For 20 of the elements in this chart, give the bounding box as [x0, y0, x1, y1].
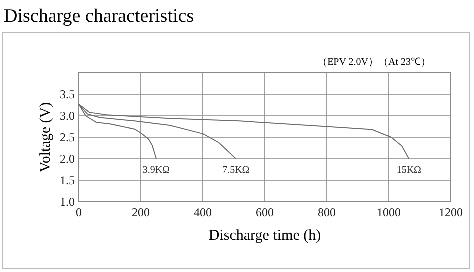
- x-tick-label: 200: [132, 206, 150, 220]
- x-tick-label: 0: [76, 206, 82, 220]
- y-axis-title: Voltage (V): [38, 102, 54, 173]
- series-label: 7.5KΩ: [222, 165, 250, 176]
- series-label: 3.9KΩ: [142, 165, 170, 176]
- y-tick-label: 2.0: [60, 152, 75, 166]
- x-tick-label: 1000: [377, 206, 401, 220]
- y-tick-label: 2.5: [60, 130, 75, 144]
- y-tick-label: 1.0: [60, 194, 75, 209]
- x-tick-label: 800: [318, 206, 336, 220]
- y-tick-label: 3.5: [60, 87, 75, 102]
- x-axis-title: Discharge time (h): [208, 228, 322, 244]
- y-tick-label: 1.5: [60, 173, 75, 188]
- chart-title: Discharge characteristics: [4, 6, 194, 27]
- x-tick-label: 1200: [439, 206, 463, 220]
- y-tick-label: 3.0: [60, 108, 75, 123]
- x-tick-label: 600: [256, 206, 274, 220]
- x-tick-label: 400: [194, 206, 212, 220]
- series-label: 15KΩ: [396, 165, 422, 176]
- text: （EPV 2.0V）（At 23℃）: [318, 57, 431, 68]
